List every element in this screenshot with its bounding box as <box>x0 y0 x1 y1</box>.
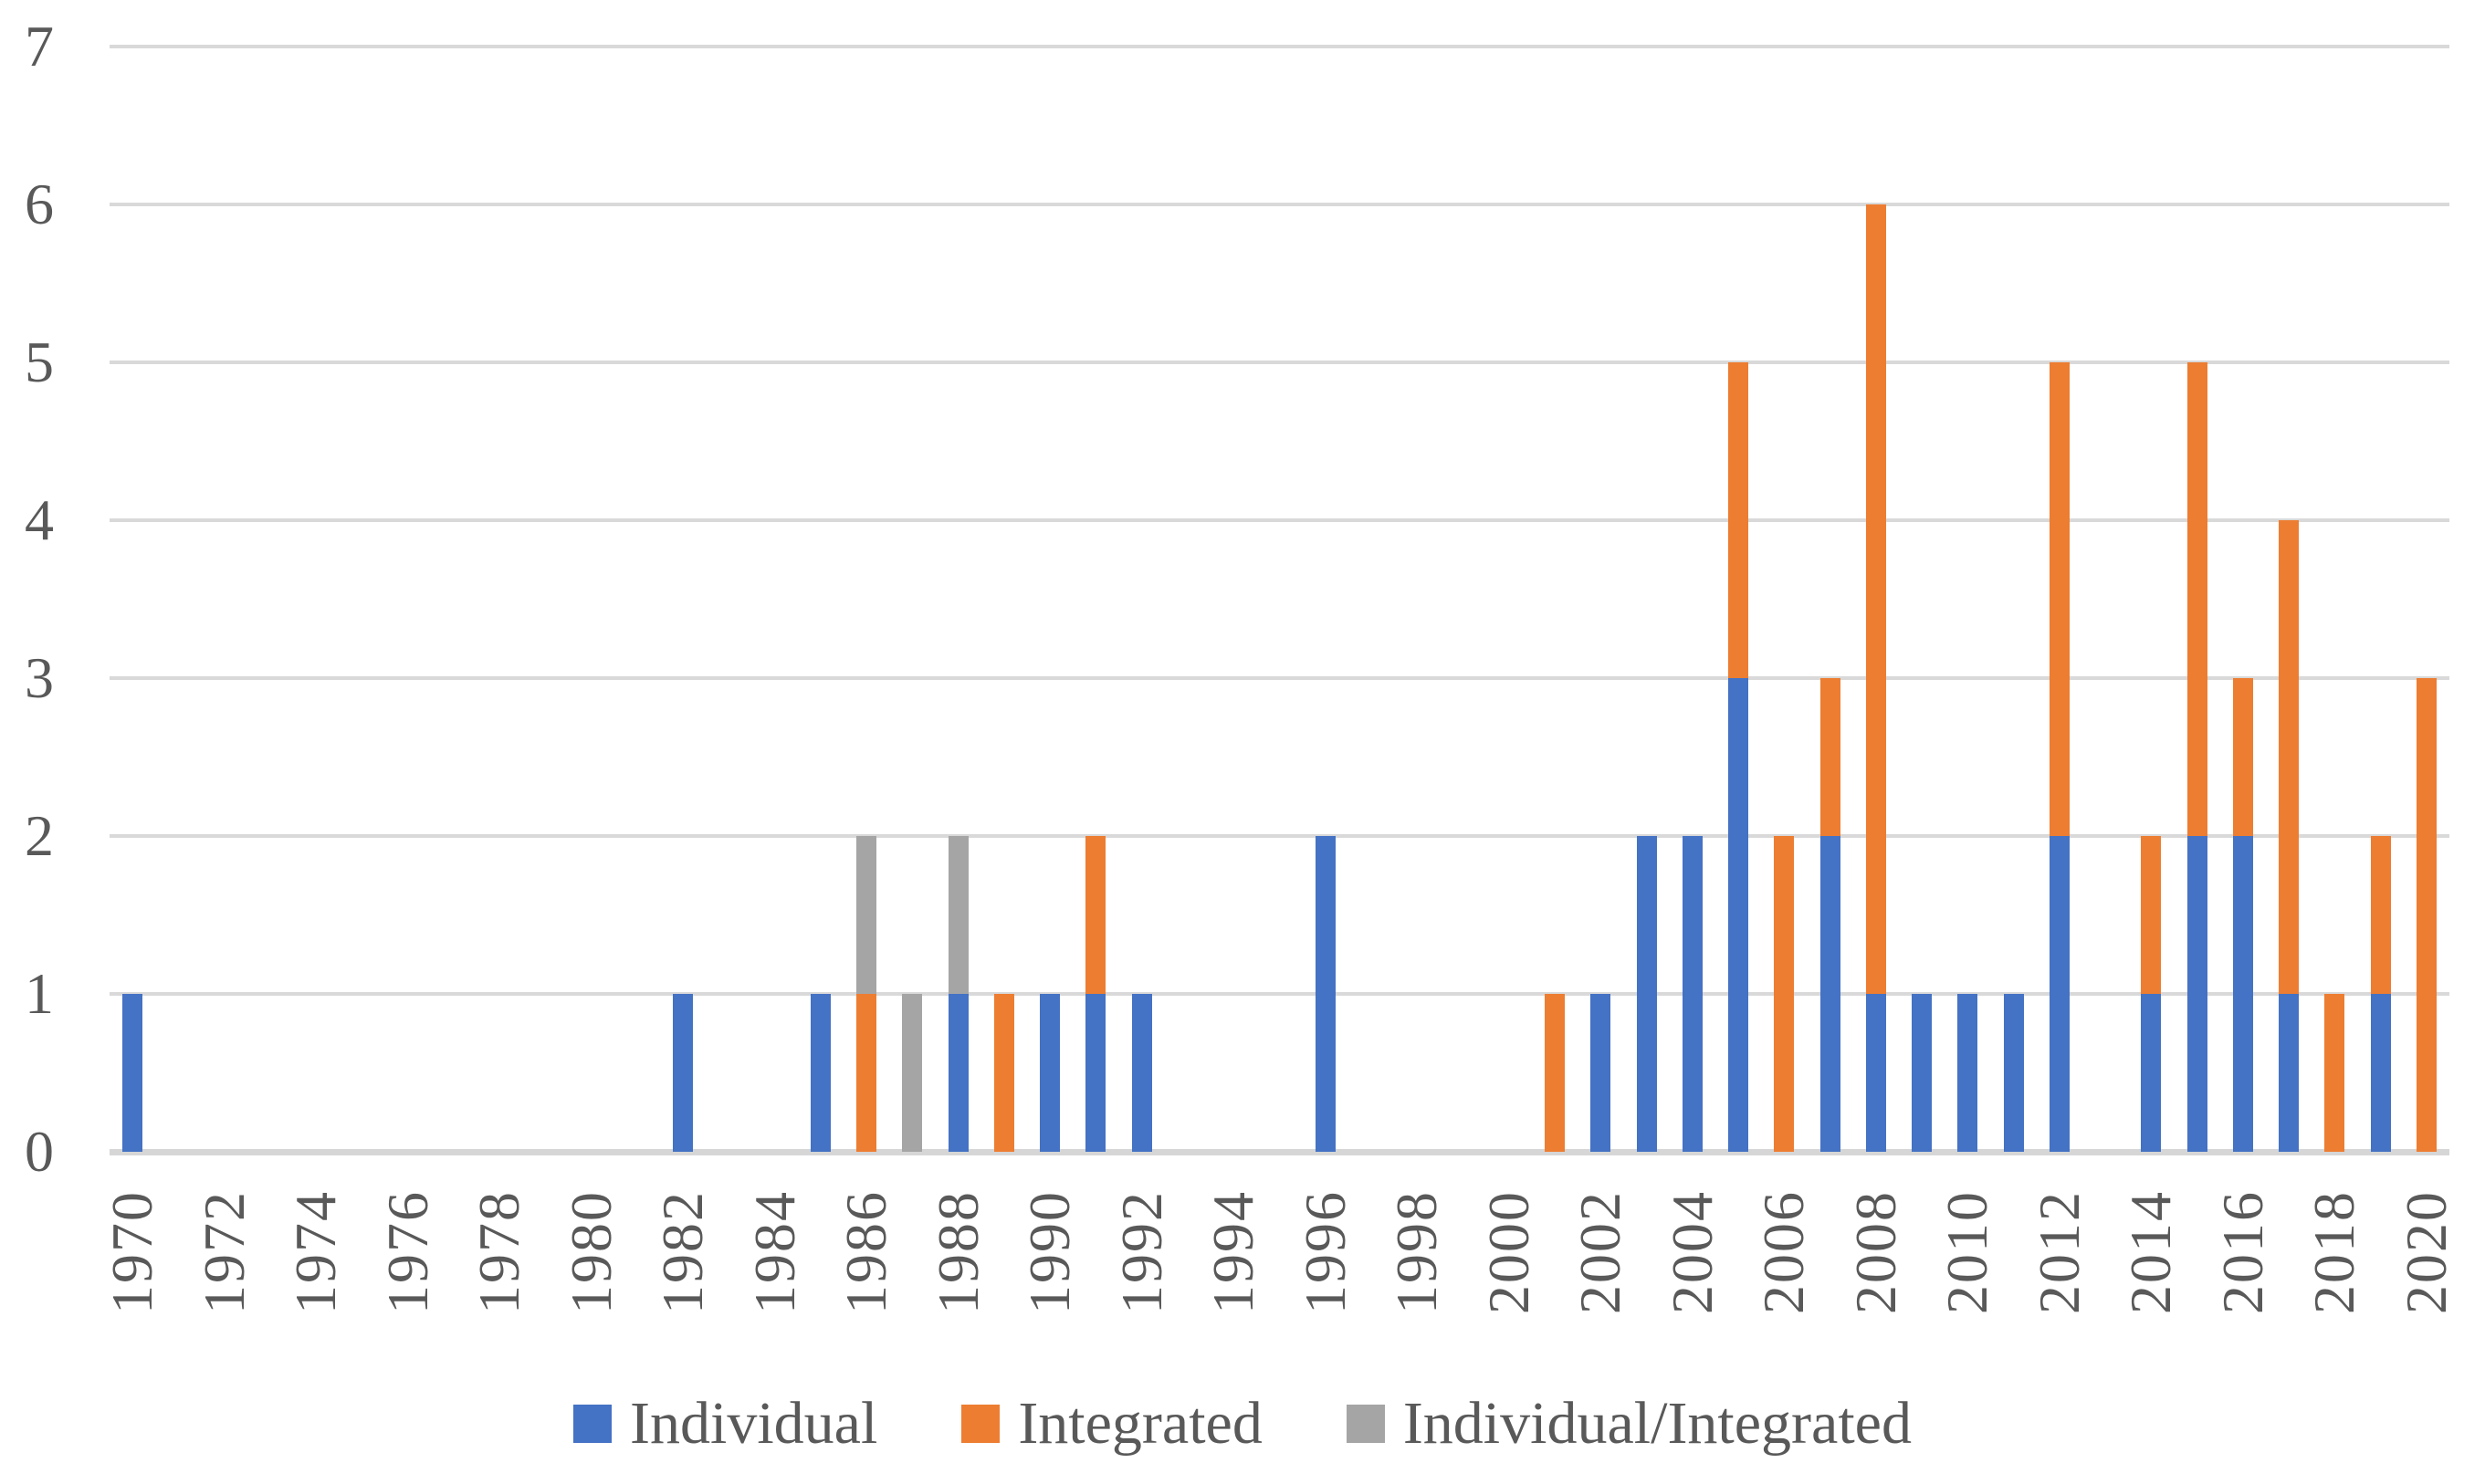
bar-segment-1988-individual <box>949 994 969 1152</box>
legend-label-integrated: Integrated <box>1018 1390 1263 1457</box>
bar-segment-2002-individual <box>1590 994 1610 1152</box>
y-axis-tick-label: 2 <box>25 803 54 868</box>
y-axis-tick-label: 1 <box>25 961 54 1026</box>
x-axis-tick-label: 1986 <box>834 1190 898 1314</box>
x-axis-tick-label: 1972 <box>192 1190 257 1314</box>
x-axis-line <box>110 1149 2449 1155</box>
bar-segment-1996-individual <box>1316 836 1336 1152</box>
x-axis-tick-label: 1980 <box>559 1190 624 1314</box>
bar-segment-1988-individual-integrated <box>949 836 969 994</box>
bar-segment-2012-integrated <box>2050 362 2070 836</box>
bar-segment-2017-integrated <box>2279 520 2299 994</box>
y-axis-tick-label: 3 <box>25 645 54 710</box>
gridline <box>110 45 2449 48</box>
x-axis-tick-label: 1978 <box>467 1190 531 1314</box>
x-axis-tick-label: 2008 <box>1843 1190 1908 1314</box>
bar-segment-2012-individual <box>2050 836 2070 1152</box>
bar-segment-1991-integrated <box>1085 836 1106 994</box>
bar-segment-2008-individual <box>1866 994 1886 1152</box>
bar-segment-2003-individual <box>1637 836 1657 1152</box>
y-axis-tick-label: 5 <box>25 329 54 394</box>
gridline <box>110 834 2449 838</box>
x-axis-tick-label: 1970 <box>100 1190 164 1314</box>
y-axis-tick-label: 4 <box>25 487 54 552</box>
bar-segment-1991-individual <box>1085 994 1106 1152</box>
legend-item-integrated: Integrated <box>961 1380 1263 1468</box>
x-axis-tick-label: 1996 <box>1293 1190 1358 1314</box>
bar-segment-2020-integrated <box>2417 678 2437 1152</box>
bar-segment-2017-individual <box>2279 994 2299 1152</box>
bar-segment-2015-integrated <box>2187 362 2207 836</box>
bar-segment-2014-integrated <box>2141 836 2161 994</box>
x-axis-tick-label: 1976 <box>375 1190 440 1314</box>
bar-segment-1990-individual <box>1040 994 1060 1152</box>
bar-segment-2010-individual <box>1957 994 1977 1152</box>
bar-segment-2005-individual <box>1728 678 1748 1152</box>
x-axis-tick-label: 2000 <box>1476 1190 1541 1314</box>
y-axis-tick-label: 0 <box>25 1119 54 1184</box>
bar-segment-2015-individual <box>2187 836 2207 1152</box>
bar-segment-2007-integrated <box>1820 678 1840 836</box>
x-axis-tick-label: 2004 <box>1660 1190 1725 1314</box>
bar-segment-1992-individual <box>1132 994 1152 1152</box>
x-axis-tick-label: 2002 <box>1568 1190 1632 1314</box>
x-axis-tick-label: 2016 <box>2210 1190 2275 1314</box>
gridline <box>110 992 2449 996</box>
x-axis-tick-label: 1988 <box>926 1190 991 1314</box>
legend-swatch-individual-integrated <box>1346 1405 1385 1443</box>
legend: Individual Integrated Individual/Integra… <box>0 1380 2485 1468</box>
bar-segment-2018-integrated <box>2324 994 2344 1152</box>
legend-swatch-integrated <box>961 1405 1001 1443</box>
bar-segment-2019-integrated <box>2371 836 2391 994</box>
bar-segment-2005-integrated <box>1728 362 1748 678</box>
bar-segment-2004-individual <box>1683 836 1703 1152</box>
x-axis-tick-label: 1992 <box>1109 1190 1174 1314</box>
bar-segment-1987-individual-integrated <box>902 994 922 1152</box>
bar-segment-1985-individual <box>811 994 831 1152</box>
bar-segment-2007-individual <box>1820 836 1840 1152</box>
bar-segment-2009-individual <box>1912 994 1932 1152</box>
bar-segment-2011-individual <box>2004 994 2024 1152</box>
gridline <box>110 518 2449 522</box>
legend-swatch-individual <box>573 1405 613 1443</box>
gridline <box>110 361 2449 364</box>
bar-segment-2001-integrated <box>1545 994 1565 1152</box>
bar-segment-1986-individual-integrated <box>856 836 876 994</box>
x-axis-tick-label: 2012 <box>2027 1190 2092 1314</box>
bar-segment-2016-integrated <box>2233 678 2253 836</box>
bar-segment-1982-individual <box>673 994 693 1152</box>
x-axis-tick-label: 2006 <box>1751 1190 1816 1314</box>
bar-segment-2019-individual <box>2371 994 2391 1152</box>
x-axis-tick-label: 1982 <box>650 1190 715 1314</box>
x-axis-tick-label: 2010 <box>1935 1190 1999 1314</box>
bar-segment-2006-integrated <box>1774 836 1794 1152</box>
x-axis-tick-label: 1998 <box>1384 1190 1449 1314</box>
legend-item-individual: Individual <box>573 1380 877 1468</box>
bar-segment-1970-individual <box>122 994 142 1152</box>
x-axis-tick-label: 1974 <box>283 1190 348 1314</box>
x-axis-tick-label: 2014 <box>2118 1190 2183 1314</box>
x-axis-tick-label: 2018 <box>2302 1190 2366 1314</box>
gridline <box>110 676 2449 680</box>
x-axis-tick-label: 1994 <box>1201 1190 1265 1314</box>
bar-segment-1986-integrated <box>856 994 876 1152</box>
x-axis-tick-label: 1984 <box>742 1190 807 1314</box>
x-axis-tick-label: 1990 <box>1017 1190 1082 1314</box>
legend-label-individual-integrated: Individual/Integrated <box>1402 1390 1912 1457</box>
bar-segment-2014-individual <box>2141 994 2161 1152</box>
legend-item-individual-integrated: Individual/Integrated <box>1346 1380 1912 1468</box>
x-axis-tick-label: 2020 <box>2394 1190 2459 1314</box>
bar-segment-1989-integrated <box>994 994 1014 1152</box>
bar-segment-2008-integrated <box>1866 204 1886 994</box>
legend-label-individual: Individual <box>630 1390 878 1457</box>
bar-segment-2016-individual <box>2233 836 2253 1152</box>
y-axis-tick-label: 6 <box>25 172 54 236</box>
y-axis-tick-label: 7 <box>25 14 54 78</box>
gridline <box>110 203 2449 206</box>
